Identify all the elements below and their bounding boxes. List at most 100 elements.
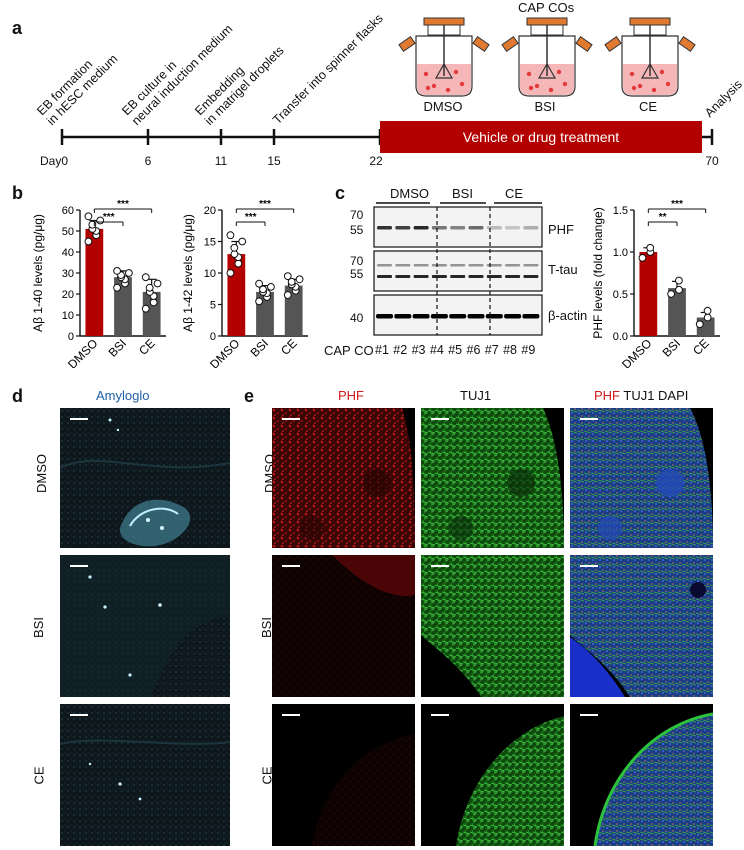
y-tick-label: 0 — [68, 331, 74, 343]
day-22: 22 — [369, 154, 383, 168]
day-0: Day0 — [39, 154, 69, 168]
data-point — [230, 243, 239, 252]
lane-label: #5 — [448, 343, 463, 357]
y-tick-label: 20 — [62, 289, 74, 301]
band-ttau-upper — [431, 264, 447, 267]
flask-label-ce: CE — [638, 99, 658, 114]
lane-label: #2 — [393, 343, 408, 357]
col-head-merge: PHF TUJ1 DAPI — [594, 388, 688, 403]
blot-label-phf: PHF — [548, 222, 574, 237]
data-point — [84, 237, 93, 246]
sig-label: *** — [103, 212, 115, 223]
merge-image-bsi — [570, 555, 713, 697]
data-point — [295, 275, 304, 284]
data-point — [255, 297, 263, 306]
band-actin — [430, 314, 448, 319]
flask-drawings — [398, 17, 696, 97]
lane-label: #7 — [484, 343, 499, 357]
flask-bsi — [501, 17, 593, 97]
lane-prefix: CAP CO — [324, 343, 374, 358]
sig-label: *** — [117, 199, 129, 210]
day-70: 70 — [705, 154, 719, 168]
data-point — [226, 269, 235, 277]
phf-image-bsi — [272, 555, 415, 697]
band-ttau-upper — [377, 264, 392, 267]
y-tick-label: 60 — [62, 205, 74, 217]
band-phf — [523, 226, 539, 230]
band-actin — [412, 314, 430, 319]
y-axis-label: Aβ 1-40 levels (pg/μg) — [31, 214, 45, 332]
y-tick-label: 30 — [62, 268, 74, 280]
bar-bsi — [114, 277, 132, 336]
wb-group-dmso: DMSO — [390, 186, 429, 201]
row-label-d-dmso: DMSO — [34, 454, 49, 493]
marker-40: 40 — [350, 311, 364, 325]
tuj1-image-ce — [421, 704, 564, 846]
band-ttau-upper — [486, 264, 502, 267]
band-phf — [413, 226, 429, 230]
band-phf — [431, 226, 447, 230]
flask-ce — [604, 17, 696, 97]
data-point — [238, 237, 247, 246]
band-ttau — [468, 275, 484, 278]
band-phf — [395, 226, 411, 230]
phf-image-dmso — [272, 408, 415, 548]
band-ttau-upper — [468, 264, 484, 267]
col-head-phf: PHF — [338, 388, 364, 403]
y-tick-label: 0.0 — [613, 331, 628, 343]
band-phf — [468, 226, 484, 230]
data-point — [234, 259, 243, 268]
data-point — [149, 298, 158, 307]
band-actin — [504, 314, 522, 319]
lane-label: #3 — [411, 343, 426, 357]
scale-bar — [282, 565, 300, 567]
band-phf — [486, 226, 502, 230]
sig-label: *** — [671, 199, 683, 210]
merge-phf: PHF — [594, 388, 620, 403]
scale-bar — [580, 565, 598, 567]
data-point — [141, 304, 150, 313]
scale-bar — [70, 418, 88, 420]
data-point — [703, 313, 712, 322]
row-label-d-bsi: BSI — [30, 617, 46, 638]
y-tick-label: 50 — [62, 226, 74, 238]
data-point — [255, 279, 263, 288]
flask-label-dmso: DMSO — [423, 99, 463, 114]
y-tick-label: 10 — [62, 310, 74, 322]
data-point — [113, 283, 121, 292]
band-actin — [485, 314, 503, 319]
y-tick-label: 40 — [62, 247, 74, 259]
data-point — [84, 212, 93, 221]
marker-70-b: 70 — [350, 254, 364, 268]
band-ttau — [413, 275, 429, 278]
band-ttau — [431, 275, 447, 278]
row-label-d-ce: CE — [31, 766, 47, 785]
scale-bar — [282, 714, 300, 716]
band-ttau — [377, 275, 392, 278]
band-ttau — [523, 275, 539, 278]
data-point — [667, 290, 675, 298]
lane-label: #9 — [521, 343, 536, 357]
scale-bar — [431, 714, 449, 716]
marker-70-a: 70 — [350, 208, 364, 222]
band-actin — [376, 314, 393, 319]
merge-image-dmso — [570, 408, 713, 548]
scale-bar — [282, 418, 300, 420]
x-tick-label-bsi: BSI — [660, 336, 684, 360]
band-actin — [449, 314, 467, 319]
y-tick-label: 0 — [210, 331, 216, 343]
data-point — [703, 306, 712, 315]
day-11: 11 — [214, 154, 228, 168]
bar-bsi — [668, 288, 686, 336]
y-axis-label: Aβ 1-42 levels (pg/μg) — [181, 214, 195, 332]
y-tick-label: 1.5 — [613, 205, 628, 217]
y-tick-label: 20 — [204, 205, 216, 217]
scale-bar — [431, 565, 449, 567]
treatment-bar: Vehicle or drug treatment — [380, 121, 702, 153]
lane-label: #4 — [429, 343, 444, 357]
data-point — [141, 273, 150, 282]
y-tick-label: 1.0 — [613, 247, 628, 259]
data-point — [646, 243, 655, 252]
panel-a-letter: a — [12, 18, 23, 38]
